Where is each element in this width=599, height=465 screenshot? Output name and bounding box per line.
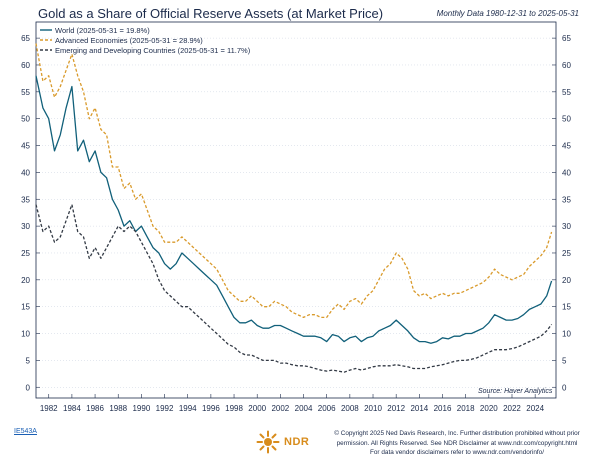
y-tick-label-left: 35 [21,195,30,204]
y-tick-label-left: 0 [26,383,31,392]
ndr-logo: NDR [256,430,309,454]
x-tick-label: 2006 [318,404,336,413]
x-tick-label: 2018 [457,404,475,413]
chart-svg: 0 5 10 15 20 25 30 35 40 45 50 55 60 65 0 5 10 15 20 25 30 3… [21,21,571,413]
y-tick-label-left: 30 [21,222,30,231]
y-tick-label-right: 60 [562,61,571,70]
x-tick-label: 1998 [225,404,243,413]
y-tick-label-right: 55 [562,88,571,97]
x-tick-label: 2004 [295,404,313,413]
y-tick-label-right: 25 [562,249,571,258]
copyright-line-3: For data vendor disclaimers refer to www… [369,449,545,456]
y-tick-label-left: 5 [26,356,31,365]
y-tick-label-right: 35 [562,195,571,204]
x-tick-label: 2012 [387,404,405,413]
legend-label-emerging: Emerging and Developing Countries (2025-… [55,46,251,55]
copyright-line-2: permission. All Rights Reserved. See NDR… [336,439,578,447]
x-tick-label: 2016 [434,404,452,413]
x-tick-label: 1990 [132,404,150,413]
source-note: Source: Haver Analytics [478,388,553,395]
y-tick-label-right: 10 [562,330,571,339]
legend: World (2025-05-31 = 19.8%) Advanced Econ… [40,26,251,55]
x-tick-label: 1982 [40,404,58,413]
gridlines [36,37,556,388]
x-tick-label: 1984 [63,404,81,413]
x-tick-label: 1996 [202,404,220,413]
y-tick-label-left: 10 [21,330,30,339]
x-tick-label: 2008 [341,404,359,413]
ndr-emblem-icon [256,430,280,454]
y-tick-label-right: 30 [562,222,571,231]
y-tick-label-right: 40 [562,168,571,177]
chart-id-link[interactable]: IE543A [14,428,37,435]
y-tick-label-left: 40 [21,168,30,177]
chart-title: Gold as a Share of Official Reserve Asse… [38,6,384,21]
ndr-logo-text: NDR [284,436,310,448]
y-tick-label-right: 65 [562,34,571,43]
y-tick-label-left: 55 [21,88,30,97]
y-axis-left: 0 5 10 15 20 25 30 35 40 45 50 55 60 65 [21,34,40,392]
y-tick-label-right: 20 [562,276,571,285]
x-tick-label: 2024 [526,404,544,413]
y-tick-label-left: 60 [21,61,30,70]
y-tick-label-left: 45 [21,142,30,151]
x-tick-label: 1994 [179,404,197,413]
y-tick-label-right: 45 [562,142,571,151]
series-lines [35,43,553,373]
y-tick-label-right: 15 [562,303,571,312]
y-tick-label-left: 20 [21,276,30,285]
series-line-world [35,75,553,344]
y-tick-label-left: 25 [21,249,30,258]
copyright-line-1: © Copyright 2025 Ned Davis Research, Inc… [334,430,580,437]
y-tick-label-left: 65 [21,34,30,43]
x-tick-label: 1992 [156,404,174,413]
x-tick-label: 2010 [364,404,382,413]
series-line-advanced [35,43,553,319]
x-tick-label: 2000 [248,404,266,413]
copyright-notice: © Copyright 2025 Ned Davis Research, Inc… [322,429,592,458]
x-tick-label: 2020 [480,404,498,413]
series-line-emerging [35,203,553,373]
y-tick-label-right: 50 [562,115,571,124]
plot-frame [35,21,557,399]
x-tick-label: 2014 [410,404,428,413]
y-tick-label-left: 15 [21,303,30,312]
chart-subtitle: Monthly Data 1980-12-31 to 2025-05-31 [436,9,579,18]
x-tick-label: 1986 [86,404,104,413]
y-axis-right: 0 5 10 15 20 25 30 35 40 45 50 55 60 65 [552,34,571,392]
x-tick-label: 2022 [503,404,521,413]
y-tick-label-left: 50 [21,115,30,124]
x-tick-label: 2002 [271,404,289,413]
y-tick-label-right: 0 [562,383,567,392]
legend-label-world: World (2025-05-31 = 19.8%) [55,26,150,35]
y-tick-label-right: 5 [562,356,567,365]
x-tick-label: 1988 [109,404,127,413]
x-axis: 1982 1984 1986 1988 1990 1992 1994 1996 1998 2000… [40,394,545,413]
legend-label-advanced: Advanced Economies (2025-05-31 = 28.9%) [55,36,203,45]
